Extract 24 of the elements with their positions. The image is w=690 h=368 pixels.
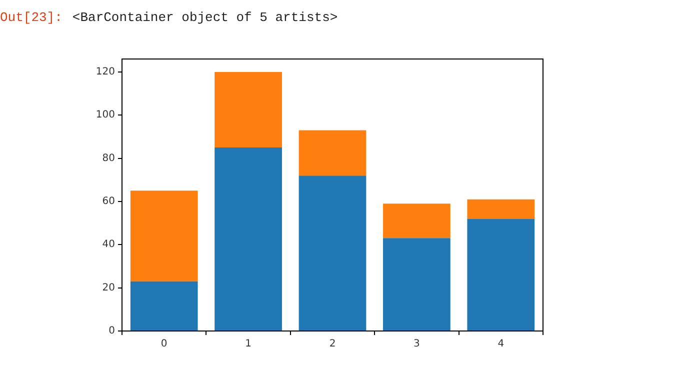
bar [298, 176, 366, 330]
bar [214, 148, 282, 330]
y-tick-label: 40 [102, 239, 115, 250]
x-tick-label: 2 [329, 338, 336, 350]
x-tick-label: 3 [414, 338, 420, 350]
text: <BarContainer object of 5 artists> [72, 10, 338, 25]
bar [467, 218, 535, 330]
bar [214, 72, 282, 148]
y-tick-label: 80 [102, 152, 115, 164]
y-tick-label: 120 [96, 66, 115, 78]
x-tick-label: 4 [498, 338, 504, 350]
y-tick-label: 60 [102, 196, 115, 208]
y-tick-label: 20 [102, 282, 115, 294]
x-tick-label: 1 [245, 338, 252, 350]
bar [298, 130, 366, 176]
bar [383, 204, 450, 238]
x-tick-label: 0 [160, 338, 168, 350]
bar [130, 190, 198, 282]
bar [130, 281, 198, 330]
y-tick-label: 0 [108, 326, 115, 337]
bar [383, 238, 450, 330]
y-tick-label: 100 [96, 110, 115, 121]
bar [467, 199, 535, 219]
text: Out[23]: [0, 10, 62, 25]
